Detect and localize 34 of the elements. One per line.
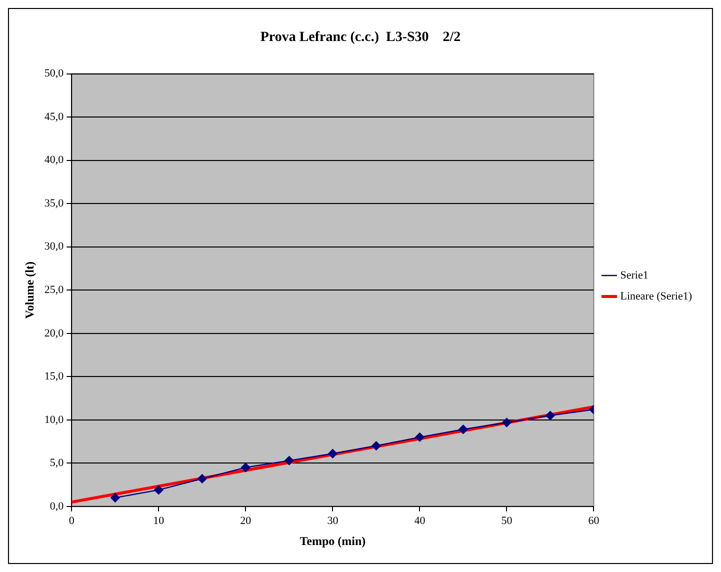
- x-tick-label: 0: [68, 514, 75, 527]
- y-tick-label: 50,0: [44, 68, 64, 80]
- y-tick-label: 30,0: [44, 240, 64, 253]
- y-tick-label: 35,0: [44, 197, 64, 210]
- y-tick-label: 25,0: [44, 284, 64, 296]
- legend-label: Serie1: [620, 269, 648, 282]
- x-tick-label: 60: [588, 514, 600, 527]
- point: [502, 418, 512, 428]
- chart-title: Prova Lefranc (c.c.) L3-S30 2/2: [260, 30, 461, 46]
- y-tick-label: 45,0: [44, 110, 64, 123]
- y-tick-label: 20,0: [44, 327, 64, 340]
- x-tick-label: 40: [414, 514, 426, 527]
- point: [458, 424, 468, 434]
- point: [154, 485, 164, 495]
- point: [241, 462, 250, 472]
- point: [110, 493, 120, 502]
- x-axis-title: Tempo (min): [300, 534, 366, 548]
- y-tick-label: 40,0: [44, 154, 64, 166]
- point: [372, 441, 381, 450]
- point: [198, 474, 207, 484]
- point: [284, 456, 294, 466]
- point: [328, 449, 338, 458]
- y-tick-label: 15,0: [44, 370, 64, 383]
- y-axis-title: Volume (lt): [22, 261, 36, 319]
- point: [546, 410, 555, 420]
- y-tick-label: 0,0: [50, 500, 64, 512]
- point: [415, 432, 424, 442]
- y-tick-label: 5,0: [50, 457, 64, 470]
- x-tick-label: 30: [327, 514, 339, 527]
- x-tick-label: 50: [501, 514, 513, 527]
- x-tick-label: 20: [240, 514, 252, 527]
- x-tick-label: 10: [153, 514, 165, 527]
- y-tick-label: 10,0: [44, 414, 64, 426]
- legend-label: Lineare (Serie1): [620, 290, 692, 302]
